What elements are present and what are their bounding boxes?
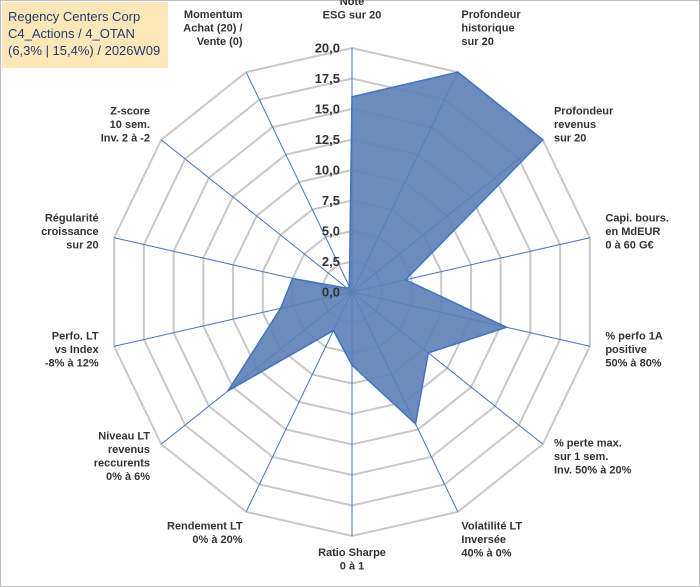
axis-label-11-line-2: sur 20 <box>66 239 98 251</box>
axis-label-5-line-0: % perte max. <box>554 437 622 449</box>
axis-label-11: Régularité croissance sur 20 <box>41 212 98 251</box>
data-point-0 <box>351 96 353 98</box>
axis-label-11-line-0: Régularité <box>45 212 99 224</box>
axis-label-12-line-2: Inv. 2 à -2 <box>101 133 150 145</box>
tick-label-7: 17,5 <box>315 71 340 86</box>
tick-label-4: 10,0 <box>315 163 340 178</box>
axis-label-9-line-1: revenus <box>108 444 150 456</box>
axis-label-3-line-0: Capi. bours. <box>605 212 669 224</box>
axis-label-1-line-1: historique <box>461 22 514 34</box>
axis-label-10-line-0: Perfo. LT <box>52 331 99 343</box>
tick-label-8: 20,0 <box>315 41 340 56</box>
data-point-5 <box>427 352 430 354</box>
axis-label-0: Note ESG sur 20 <box>323 0 382 22</box>
tick-label-3: 7,5 <box>322 193 340 208</box>
axis-label-0-line-0: Note <box>340 0 364 8</box>
data-point-7 <box>351 364 353 367</box>
radar-axis-labels: Note ESG sur 20 Profondeur historique sur 20… <box>41 0 669 573</box>
axis-label-5: % perte max. sur 1 sem. Inv. 50% à 20% <box>554 437 632 476</box>
data-point-2 <box>541 139 544 141</box>
axis-label-7-line-0: Ratio Sharpe <box>318 547 386 559</box>
axis-label-3: Capi. bours. en MdEUR 0 à 60 G€ <box>605 212 669 251</box>
axis-label-8-line-1: 0% à 20% <box>192 534 242 546</box>
axis-label-6-line-1: Inversée <box>461 534 506 546</box>
axis-label-13-line-0: Momentum <box>184 9 243 21</box>
spoke-13 <box>245 71 353 293</box>
axis-label-12: Z-score 10 sem. Inv. 2 à -2 <box>101 106 150 145</box>
axis-label-4-line-2: 50% à 80% <box>605 358 661 370</box>
axis-label-0-line-1: ESG sur 20 <box>323 10 382 22</box>
axis-label-13: Momentum Achat (20) / Vente (0) <box>183 9 243 48</box>
axis-label-9-line-0: Niveau LT <box>98 431 150 443</box>
axis-label-6-line-0: Volatilité LT <box>461 521 522 533</box>
axis-label-12-line-1: 10 sem. <box>110 119 150 131</box>
axis-label-9: Niveau LT revenus reccurents 0% à 6% <box>94 431 151 484</box>
axis-label-6-line-2: 40% à 0% <box>461 548 511 560</box>
data-point-12 <box>346 287 349 289</box>
axis-label-5-line-2: Inv. 50% à 20% <box>554 464 632 476</box>
axis-label-9-line-3: 0% à 6% <box>106 471 150 483</box>
title-line-period: (6,3% | 15,4%) / 2026W09 <box>8 43 161 58</box>
title-line-company: Regency Centers Corp <box>8 9 141 24</box>
axis-label-2-line-2: sur 20 <box>554 133 586 145</box>
tick-label-2: 5,0 <box>322 224 340 239</box>
axis-label-2: Profondeur revenus sur 20 <box>554 106 614 145</box>
data-point-6 <box>414 423 417 425</box>
axis-label-4-line-0: % perfo 1A <box>605 331 663 343</box>
data-point-11 <box>291 277 294 280</box>
axis-label-2-line-0: Profondeur <box>554 106 614 118</box>
axis-label-10: Perfo. LT vs Index -8% à 12% <box>45 331 100 370</box>
axis-label-9-line-2: reccurents <box>94 458 150 470</box>
axis-label-10-line-2: -8% à 12% <box>45 358 99 370</box>
axis-label-5-line-1: sur 1 sem. <box>554 451 608 463</box>
axis-label-1-line-0: Profondeur <box>461 9 521 21</box>
radar-series <box>227 71 544 426</box>
tick-label-6: 15,0 <box>315 102 340 117</box>
axis-label-7: Ratio Sharpe 0 à 1 <box>318 547 386 573</box>
axis-label-1: Profondeur historique sur 20 <box>461 9 521 48</box>
axis-label-12-line-0: Z-score <box>110 106 150 118</box>
axis-label-3-line-1: en MdEUR <box>605 226 660 238</box>
data-point-10 <box>279 307 282 310</box>
spoke-12 <box>160 139 353 293</box>
data-point-8 <box>332 329 335 332</box>
axis-label-4-line-1: positive <box>605 344 647 356</box>
axis-label-6: Volatilité LT Inversée 40% à 0% <box>461 521 522 560</box>
axis-label-3-line-2: 0 à 60 G€ <box>605 239 653 251</box>
axis-label-4: % perfo 1A positive 50% à 80% <box>605 331 663 370</box>
axis-label-8-line-0: Rendement LT <box>167 521 243 533</box>
radar-tick-labels: 0,0 2,5 5,0 7,5 10,0 12,5 15,0 17,5 20,0 <box>315 41 340 300</box>
tick-label-1: 2,5 <box>322 254 340 269</box>
title-line-category: C4_Actions / 4_OTAN <box>8 26 135 41</box>
data-point-3 <box>404 278 407 281</box>
data-point-4 <box>505 326 508 329</box>
tick-label-5: 12,5 <box>315 132 340 147</box>
axis-label-13-line-2: Vente (0) <box>197 36 243 48</box>
title-box: Regency Centers Corp C4_Actions / 4_OTAN… <box>2 2 168 68</box>
axis-label-1-line-2: sur 20 <box>461 36 493 48</box>
tick-label-0: 0,0 <box>322 285 340 300</box>
data-point-9 <box>227 390 229 392</box>
axis-label-13-line-1: Achat (20) / <box>183 22 242 34</box>
data-point-13 <box>348 285 351 288</box>
axis-label-11-line-1: croissance <box>41 226 98 238</box>
axis-label-7-line-1: 0 à 1 <box>340 561 364 573</box>
axis-label-8: Rendement LT 0% à 20% <box>167 521 243 547</box>
axis-label-10-line-1: vs Index <box>55 344 100 356</box>
data-point-1 <box>457 71 459 73</box>
axis-label-2-line-1: revenus <box>554 119 596 131</box>
